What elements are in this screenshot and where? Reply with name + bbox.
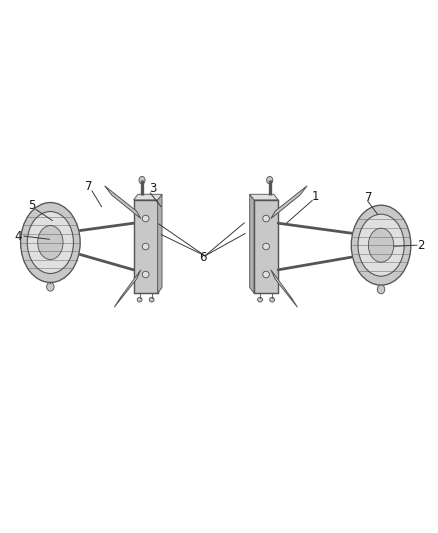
Ellipse shape [149,297,154,302]
Polygon shape [134,195,162,200]
Polygon shape [114,270,141,307]
Text: 4: 4 [14,230,22,243]
Text: 1: 1 [311,190,319,203]
Polygon shape [271,270,297,307]
Polygon shape [271,186,307,219]
Ellipse shape [38,225,63,260]
Ellipse shape [377,285,385,294]
Text: 2: 2 [417,239,424,252]
Ellipse shape [27,212,74,273]
Ellipse shape [358,214,404,276]
Ellipse shape [351,205,411,285]
Ellipse shape [270,297,275,302]
Text: 3: 3 [149,182,156,195]
Polygon shape [250,195,278,200]
Ellipse shape [263,271,269,278]
Ellipse shape [142,243,149,250]
Ellipse shape [21,203,80,282]
Polygon shape [250,195,254,293]
Polygon shape [105,186,141,219]
Ellipse shape [368,228,394,262]
Text: 7: 7 [365,191,373,204]
Polygon shape [158,195,162,293]
Text: 5: 5 [28,199,35,212]
Ellipse shape [263,243,269,250]
Ellipse shape [137,297,142,302]
Polygon shape [254,200,278,293]
Text: 6: 6 [199,252,207,264]
Polygon shape [134,200,158,293]
Ellipse shape [258,297,262,302]
Ellipse shape [142,271,149,278]
Circle shape [139,176,145,184]
Ellipse shape [263,215,269,222]
Ellipse shape [142,215,149,222]
Circle shape [267,176,273,184]
Text: 7: 7 [85,180,93,193]
Ellipse shape [47,282,54,291]
